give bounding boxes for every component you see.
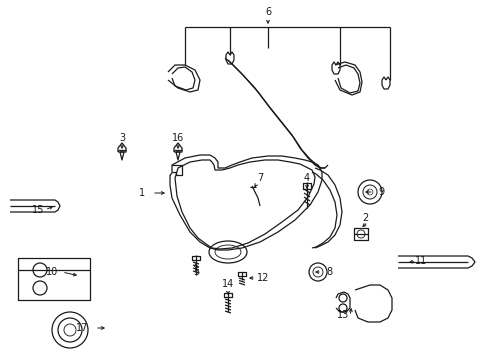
Text: 12: 12	[256, 273, 268, 283]
Text: 7: 7	[256, 173, 263, 183]
Text: 1: 1	[139, 188, 145, 198]
Text: 13: 13	[336, 310, 348, 320]
Text: 5: 5	[192, 267, 199, 277]
Text: 10: 10	[46, 267, 58, 277]
Text: 9: 9	[377, 187, 383, 197]
Text: 11: 11	[414, 256, 426, 266]
Text: 2: 2	[361, 213, 367, 223]
Text: 17: 17	[76, 323, 88, 333]
Text: 4: 4	[304, 173, 309, 183]
Circle shape	[52, 312, 88, 348]
Text: 3: 3	[119, 133, 125, 143]
Text: 14: 14	[222, 279, 234, 289]
Text: 6: 6	[264, 7, 270, 17]
Text: 15: 15	[32, 205, 44, 215]
Text: 8: 8	[325, 267, 331, 277]
Text: 16: 16	[171, 133, 184, 143]
